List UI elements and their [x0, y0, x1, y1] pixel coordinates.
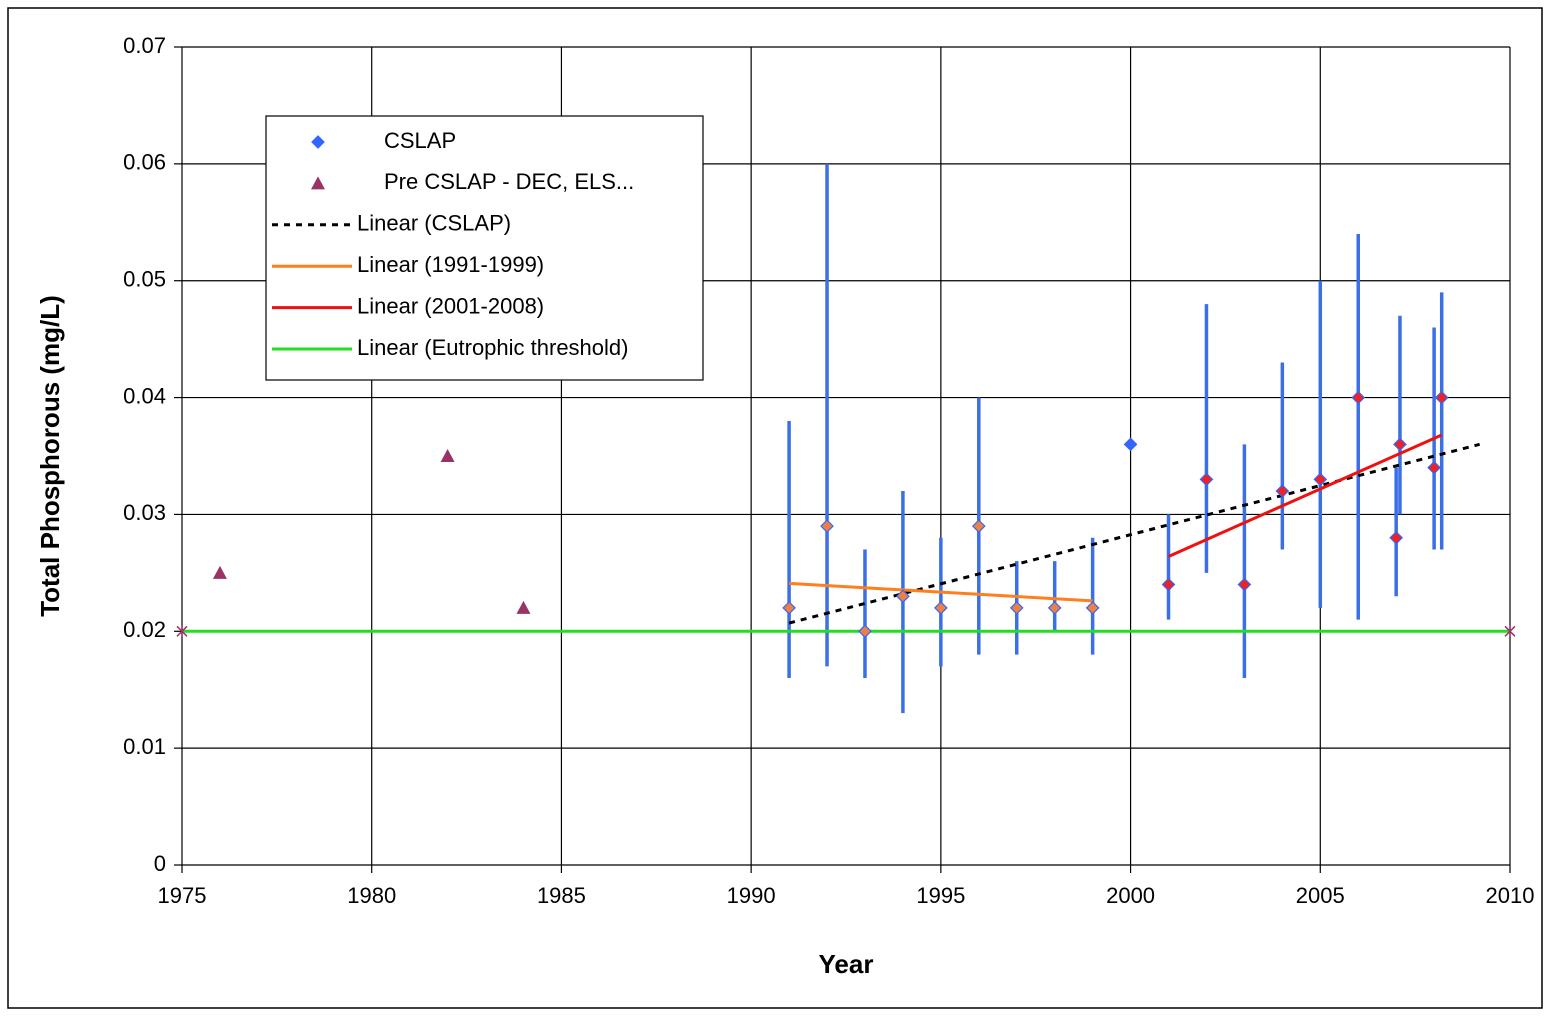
- point: [1313, 472, 1328, 487]
- y-axis-title: Total Phosphorous (mg/L): [35, 295, 65, 617]
- point: [896, 589, 910, 604]
- point: [1275, 484, 1290, 498]
- x-tick-label: 1985: [537, 883, 586, 908]
- chart-frame: [7, 7, 1543, 1009]
- point: [858, 624, 872, 639]
- x-tick-label: 2000: [1106, 883, 1155, 908]
- legend-swatch: [311, 135, 325, 149]
- x-tick-label: 1995: [916, 883, 965, 908]
- point: [1085, 601, 1100, 615]
- x-tick-label: 2005: [1296, 883, 1345, 908]
- point: [782, 601, 796, 615]
- legend-label: Linear (CSLAP): [357, 211, 511, 236]
- legend-label: Linear (1991-1999): [357, 252, 544, 277]
- x-tick-label: 2010: [1486, 883, 1535, 908]
- point: [971, 519, 986, 533]
- trend-line: [788, 581, 1093, 603]
- y-tick-label: 0.01: [123, 734, 166, 759]
- y-tick-label: 0.03: [123, 500, 166, 525]
- end-marker: [176, 625, 188, 638]
- point: [1351, 390, 1366, 405]
- legend-box: [265, 115, 704, 381]
- point: [1199, 472, 1214, 487]
- point: [1123, 437, 1138, 452]
- point: [212, 565, 227, 579]
- x-axis-title: Year: [819, 949, 874, 979]
- y-tick-label: 0.05: [123, 267, 166, 292]
- point: [516, 600, 531, 614]
- point: [1009, 601, 1024, 615]
- point: [1434, 390, 1449, 405]
- legend-label: Linear (2001-2008): [357, 293, 544, 318]
- trend-line: [1167, 433, 1443, 558]
- legend-label: CSLAP: [384, 128, 456, 153]
- y-tick-label: 0.02: [123, 617, 166, 642]
- legend-label: Linear (Eutrophic threshold): [357, 335, 628, 360]
- point: [1161, 577, 1176, 592]
- x-tick-label: 1980: [347, 883, 396, 908]
- point: [1237, 577, 1252, 592]
- point: [820, 519, 834, 533]
- point: [1393, 437, 1407, 452]
- x-tick-label: 1975: [158, 883, 207, 908]
- legend-label: Pre CSLAP - DEC, ELS...: [384, 169, 634, 194]
- y-tick-label: 0.07: [123, 33, 166, 58]
- point: [1389, 530, 1404, 545]
- y-tick-label: 0.06: [123, 150, 166, 175]
- y-tick-label: 0.04: [123, 383, 166, 408]
- point: [1047, 601, 1062, 615]
- point: [934, 601, 948, 615]
- y-tick-label: 0: [154, 851, 166, 876]
- end-marker: [1504, 625, 1516, 638]
- x-tick-label: 1990: [727, 883, 776, 908]
- point: [1427, 460, 1441, 475]
- point: [440, 449, 455, 462]
- legend-swatch: [311, 176, 325, 190]
